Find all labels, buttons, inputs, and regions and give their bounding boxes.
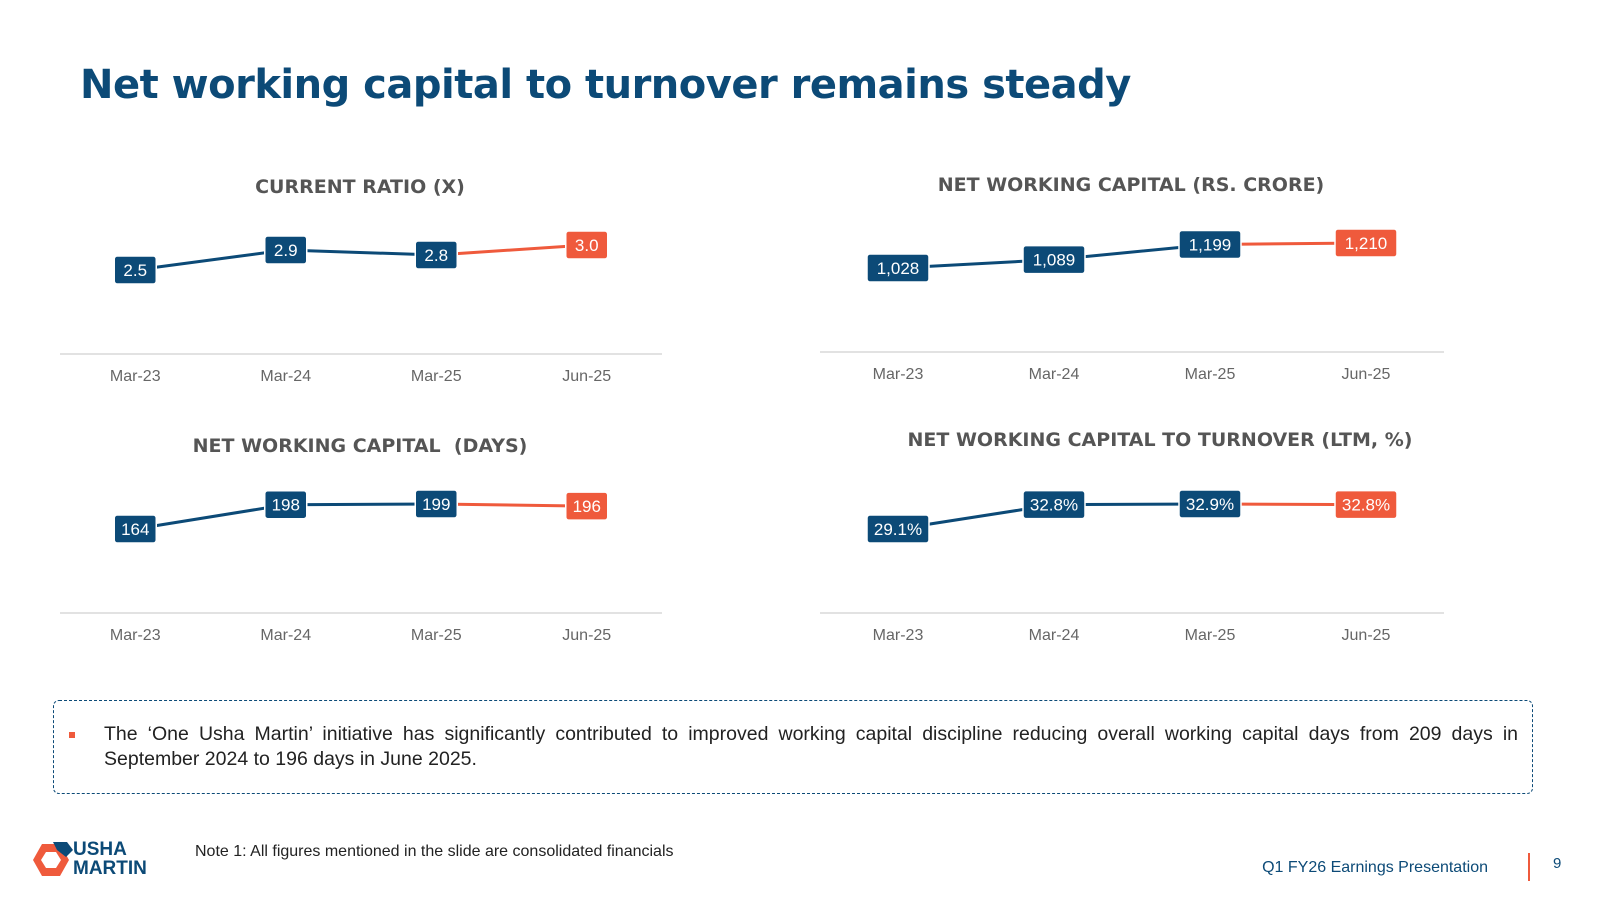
chart-current-ratio: 2.5 Mar-23 2.9 Mar-24 2.8 Mar-25 3.0 Jun-25: [60, 230, 662, 385]
data-label: 32.8%: [1342, 496, 1390, 515]
x-tick-label: Mar-25: [1185, 366, 1236, 383]
x-tick-label: Mar-25: [1185, 627, 1236, 644]
data-label-box: [414, 240, 458, 270]
chart-title-nwc-days: NET WORKING CAPITAL (DAYS): [192, 435, 528, 457]
data-label: 1,089: [1033, 251, 1076, 270]
x-tick-label: Mar-23: [873, 627, 924, 644]
data-label-box: [414, 489, 458, 519]
usha-martin-logo: USHA MARTIN: [33, 840, 183, 882]
data-label: 32.8%: [1030, 496, 1078, 515]
data-label-box: [1022, 244, 1086, 275]
presentation-label: Q1 FY26 Earnings Presentation: [1262, 859, 1488, 876]
data-label: 198: [272, 496, 300, 515]
data-label-box: [1334, 489, 1398, 520]
data-label-box: [113, 514, 157, 544]
data-label: 29.1%: [874, 520, 922, 539]
data-label-box: [113, 255, 157, 285]
data-label-box: [866, 253, 930, 283]
x-tick-label: Mar-23: [873, 366, 924, 383]
logo-line-1: USHA: [73, 839, 127, 860]
x-tick-label: Jun-25: [1342, 366, 1391, 383]
chart-nwc-days: 164 Mar-23 198 Mar-24 199 Mar-25 196 Jun-25: [60, 489, 662, 644]
chart-nwc-turnover: 29.1% Mar-23 32.8% Mar-24 32.9% Mar-25 32.8% Ju…: [820, 489, 1444, 644]
series-segment: [434, 243, 589, 257]
data-label: 196: [573, 497, 601, 516]
logo-hexagon-icon: [33, 842, 73, 876]
series-segment: [434, 502, 589, 508]
initiative-callout: The ‘One Usha Martin’ initiative has sig…: [53, 700, 1533, 794]
data-label-box: [565, 491, 609, 521]
series-segment: [133, 248, 288, 272]
x-tick-label: Mar-23: [110, 368, 161, 385]
data-label-box: [1178, 229, 1242, 260]
data-label: 2.9: [274, 241, 298, 260]
series-segment: [284, 502, 438, 507]
series-segment: [133, 503, 288, 531]
chart-title-nwc-crore: NET WORKING CAPITAL (RS. CRORE): [937, 174, 1325, 196]
x-tick-label: Mar-24: [1029, 627, 1080, 644]
data-label: 1,210: [1345, 234, 1388, 253]
data-label-box: [1334, 228, 1398, 258]
chart-title-nwc-turnover: NET WORKING CAPITAL TO TURNOVER (LTM, %): [907, 429, 1413, 451]
data-label-box: [565, 230, 609, 260]
logo-line-2: MARTIN: [73, 858, 147, 879]
data-label-box: [1178, 489, 1242, 519]
data-label: 32.9%: [1186, 495, 1234, 514]
data-label-box: [264, 489, 308, 520]
x-tick-label: Mar-24: [1029, 366, 1080, 383]
page-number: 9: [1553, 855, 1562, 872]
data-label: 199: [422, 495, 450, 514]
data-label: 2.5: [123, 261, 147, 280]
page-title: Net working capital to turnover remains …: [80, 62, 1131, 108]
data-label: 1,199: [1189, 236, 1232, 255]
x-tick-label: Mar-25: [411, 368, 462, 385]
callout-text: The ‘One Usha Martin’ initiative has sig…: [104, 723, 1518, 770]
x-tick-label: Jun-25: [562, 627, 611, 644]
series-segment: [284, 248, 438, 257]
x-tick-label: Mar-24: [260, 627, 311, 644]
x-tick-label: Mar-25: [411, 627, 462, 644]
data-label-box: [264, 235, 308, 265]
data-label: 3.0: [575, 236, 599, 255]
chart-title-current-ratio: CURRENT RATIO (X): [255, 176, 465, 198]
bullet-marker: [69, 732, 75, 738]
x-tick-label: Mar-23: [110, 627, 161, 644]
chart-nwc-crore: 1,028 Mar-23 1,089 Mar-24 1,199 Mar-25 1,210 Ju…: [820, 228, 1444, 383]
footer-separator: [1528, 853, 1530, 881]
data-label: 164: [121, 520, 149, 539]
data-label: 2.8: [424, 246, 448, 265]
x-tick-label: Mar-24: [260, 368, 311, 385]
data-label-box: [866, 514, 930, 544]
logo-wordmark: USHA MARTIN: [73, 840, 147, 878]
x-tick-label: Jun-25: [1342, 627, 1391, 644]
data-label: 1,028: [877, 259, 920, 278]
data-label-box: [1022, 489, 1086, 520]
footnote: Note 1: All figures mentioned in the sli…: [195, 843, 674, 860]
x-tick-label: Jun-25: [562, 368, 611, 385]
